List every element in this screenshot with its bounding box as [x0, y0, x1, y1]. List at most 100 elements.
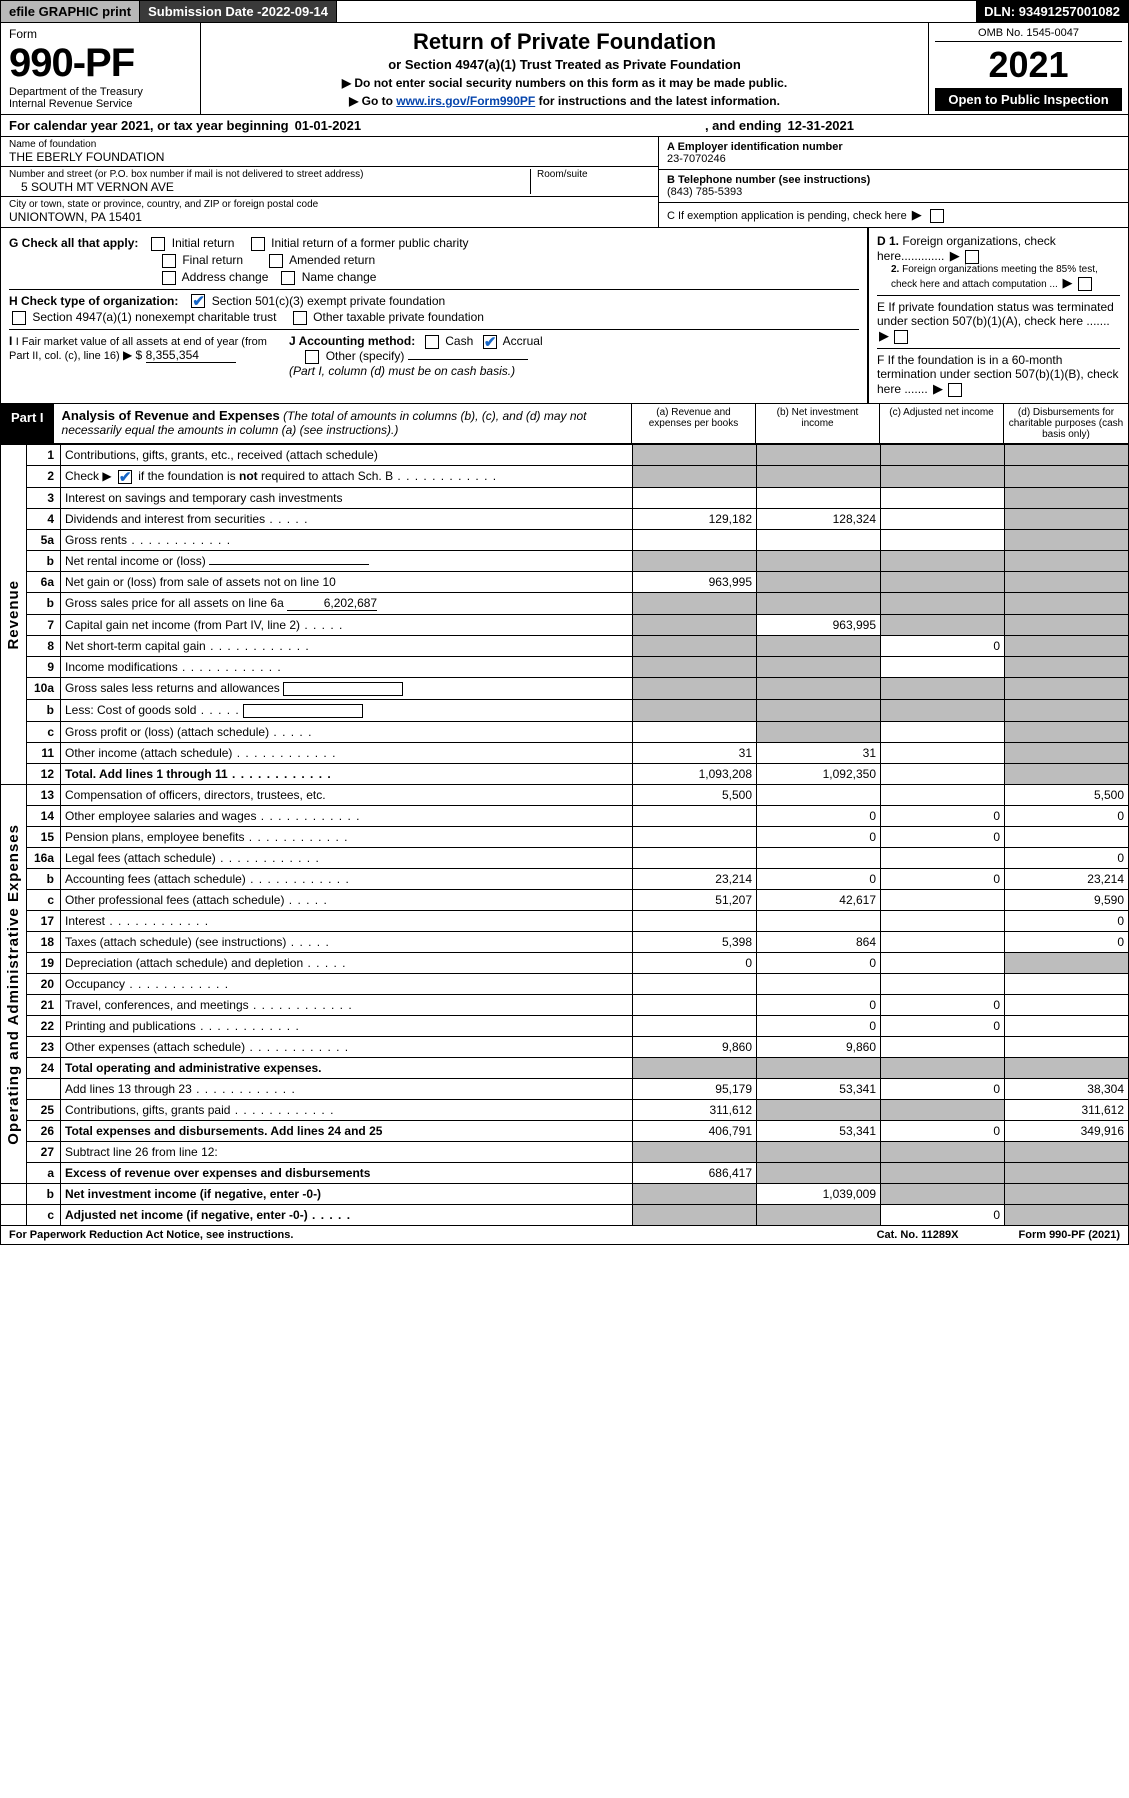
j-accrual-checkbox[interactable]: [483, 335, 497, 349]
table-row: 11Other income (attach schedule)3131: [1, 742, 1129, 763]
submission-date-pill: Submission Date - 2022-09-14: [140, 1, 337, 22]
table-row: aExcess of revenue over expenses and dis…: [1, 1162, 1129, 1183]
box-c-label: C If exemption application is pending, c…: [667, 210, 907, 222]
table-row: cGross profit or (loss) (attach schedule…: [1, 721, 1129, 742]
table-row: bNet investment income (if negative, ent…: [1, 1183, 1129, 1204]
g-initial-former-checkbox[interactable]: [251, 237, 265, 251]
g-amended-checkbox[interactable]: [269, 254, 283, 268]
dln-label: DLN:: [984, 4, 1019, 19]
table-row: 22Printing and publications00: [1, 1015, 1129, 1036]
ssn-warning: ▶ Do not enter social security numbers o…: [211, 76, 918, 90]
j-cash-checkbox[interactable]: [425, 335, 439, 349]
e-checkbox[interactable]: [894, 330, 908, 344]
r27a-a: 686,417: [633, 1162, 757, 1183]
r26-d: 349,916: [1005, 1120, 1129, 1141]
r23-a: 9,860: [633, 1036, 757, 1057]
d1-checkbox[interactable]: [965, 250, 979, 264]
checks-right: D 1. D 1. Foreign organizations, check h…: [868, 228, 1128, 403]
table-row: 18Taxes (attach schedule) (see instructi…: [1, 931, 1129, 952]
f-label: F If the foundation is in a 60-month ter…: [877, 353, 1118, 396]
r14-b: 0: [757, 805, 881, 826]
omb-number: OMB No. 1545-0047: [935, 25, 1122, 42]
r15-label: Pension plans, employee benefits: [65, 830, 244, 844]
r21-b: 0: [757, 994, 881, 1015]
r18-d: 0: [1005, 931, 1129, 952]
g-label: G Check all that apply:: [9, 236, 138, 250]
r19-a: 0: [633, 952, 757, 973]
cal-end: 12-31-2021: [788, 118, 855, 133]
instructions-link[interactable]: www.irs.gov/Form990PF: [396, 94, 535, 108]
j-other-checkbox[interactable]: [305, 350, 319, 364]
r27a-label: Excess of revenue over expenses and disb…: [61, 1162, 633, 1183]
box-c-checkbox[interactable]: [930, 209, 944, 223]
h-501c3-checkbox[interactable]: [191, 294, 205, 308]
table-row: 12Total. Add lines 1 through 111,093,208…: [1, 763, 1129, 784]
g-name: Name change: [302, 270, 377, 284]
table-row: bNet rental income or (loss): [1, 551, 1129, 572]
r17-label: Interest: [65, 914, 105, 928]
g-final-checkbox[interactable]: [162, 254, 176, 268]
entity-left: Name of foundation THE EBERLY FOUNDATION…: [1, 137, 658, 227]
r11-b: 31: [757, 742, 881, 763]
form-number: 990-PF: [9, 41, 192, 86]
table-row: 8Net short-term capital gain0: [1, 636, 1129, 657]
table-row: 24Total operating and administrative exp…: [1, 1057, 1129, 1078]
submission-date-label: Submission Date -: [148, 4, 261, 19]
r12-a: 1,093,208: [633, 763, 757, 784]
top-bar: efile GRAPHIC print Submission Date - 20…: [0, 0, 1129, 23]
form-header: Form 990-PF Department of the Treasury I…: [0, 23, 1129, 115]
r16c-label: Other professional fees (attach schedule…: [65, 893, 284, 907]
checks-block: G Check all that apply: Initial return I…: [0, 228, 1129, 404]
r2-checkbox[interactable]: [118, 470, 132, 484]
r14-label: Other employee salaries and wages: [65, 809, 256, 823]
r26-label: Total expenses and disbursements. Add li…: [61, 1120, 633, 1141]
col-d-header: (d) Disbursements for charitable purpose…: [1004, 404, 1128, 443]
r11-label: Other income (attach schedule): [65, 746, 232, 760]
g-name-checkbox[interactable]: [281, 271, 295, 285]
f-checkbox[interactable]: [948, 383, 962, 397]
form-subtitle: or Section 4947(a)(1) Trust Treated as P…: [211, 57, 918, 72]
r14-c: 0: [881, 805, 1005, 826]
table-row: 21Travel, conferences, and meetings00: [1, 994, 1129, 1015]
calendar-year-row: For calendar year 2021, or tax year begi…: [0, 115, 1129, 137]
table-row: cOther professional fees (attach schedul…: [1, 889, 1129, 910]
r18-a: 5,398: [633, 931, 757, 952]
table-row: 23Other expenses (attach schedule)9,8609…: [1, 1036, 1129, 1057]
r19-label: Depreciation (attach schedule) and deple…: [65, 956, 303, 970]
table-row: 16aLegal fees (attach schedule)0: [1, 847, 1129, 868]
r22-c: 0: [881, 1015, 1005, 1036]
r24-d: 38,304: [1005, 1078, 1129, 1099]
page-footer: For Paperwork Reduction Act Notice, see …: [0, 1226, 1129, 1245]
r5a-label: Gross rents: [65, 533, 127, 547]
part1-tag: Part I: [1, 404, 54, 443]
h-other-checkbox[interactable]: [293, 311, 307, 325]
g-addr-checkbox[interactable]: [162, 271, 176, 285]
r12-label: Total. Add lines 1 through 11: [65, 767, 228, 781]
table-row: Add lines 13 through 2395,17953,341038,3…: [1, 1078, 1129, 1099]
revenue-side-label: Revenue: [1, 445, 27, 784]
header-center: Return of Private Foundation or Section …: [201, 23, 928, 114]
table-row: 2 Check ▶ if the foundation is not requi…: [1, 466, 1129, 488]
r16b-b: 0: [757, 868, 881, 889]
j-note: (Part I, column (d) must be on cash basi…: [289, 364, 515, 378]
goto-line: ▶ Go to www.irs.gov/Form990PF for instru…: [211, 94, 918, 108]
h-4947-checkbox[interactable]: [12, 311, 26, 325]
efile-print-button[interactable]: efile GRAPHIC print: [1, 1, 140, 22]
r4-a: 129,182: [633, 509, 757, 530]
table-row: cAdjusted net income (if negative, enter…: [1, 1204, 1129, 1225]
g-initial-checkbox[interactable]: [151, 237, 165, 251]
g-initial-former: Initial return of a former public charit…: [271, 236, 468, 250]
r7-label: Capital gain net income (from Part IV, l…: [65, 618, 300, 632]
r13-label: Compensation of officers, directors, tru…: [61, 784, 633, 805]
r27b-label: Net investment income (if negative, ente…: [65, 1187, 321, 1201]
goto-post: for instructions and the latest informat…: [539, 94, 780, 108]
r24-label: Total operating and administrative expen…: [61, 1057, 633, 1078]
r4-b: 128,324: [757, 509, 881, 530]
table-row: 27Subtract line 26 from line 12:: [1, 1141, 1129, 1162]
room-label: Room/suite: [537, 169, 650, 180]
r6a-a: 963,995: [633, 572, 757, 593]
r16c-d: 9,590: [1005, 889, 1129, 910]
d2-checkbox[interactable]: [1078, 277, 1092, 291]
r10a-label: Gross sales less returns and allowances: [65, 681, 280, 695]
r15-c: 0: [881, 826, 1005, 847]
